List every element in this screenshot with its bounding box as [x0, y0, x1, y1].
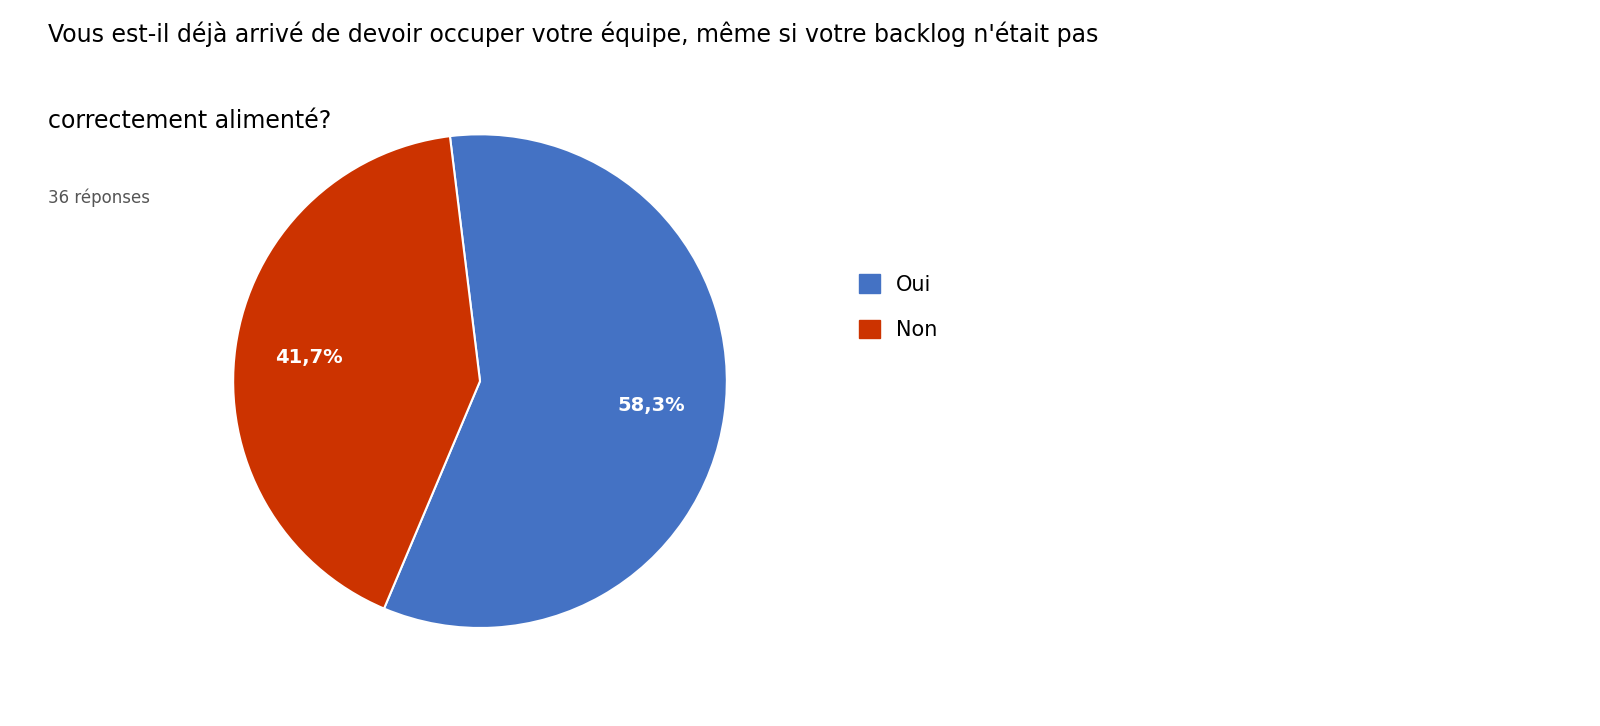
Wedge shape: [234, 136, 480, 608]
Text: 36 réponses: 36 réponses: [48, 189, 150, 207]
Text: 41,7%: 41,7%: [275, 348, 342, 367]
Legend: Oui, Non: Oui, Non: [848, 264, 949, 351]
Text: Vous est-il déjà arrivé de devoir occuper votre équipe, même si votre backlog n': Vous est-il déjà arrivé de devoir occupe…: [48, 22, 1098, 47]
Wedge shape: [384, 134, 726, 628]
Text: correctement alimenté?: correctement alimenté?: [48, 109, 331, 133]
Text: 58,3%: 58,3%: [618, 396, 685, 415]
